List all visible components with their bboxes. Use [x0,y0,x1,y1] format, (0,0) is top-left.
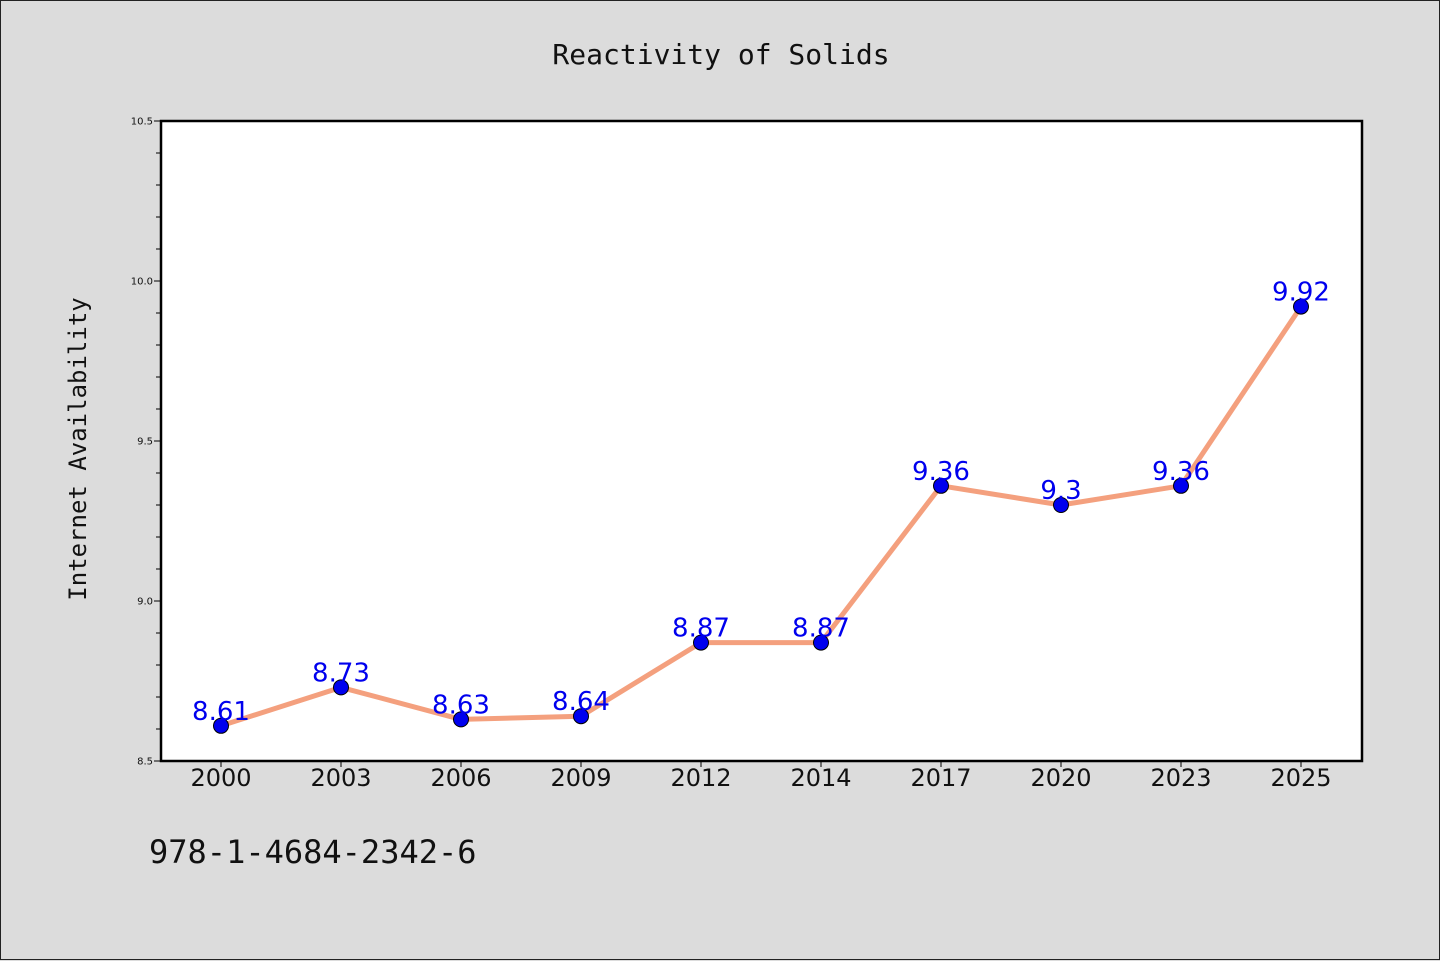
y-tick-label: 10.0 [131,277,153,288]
series-line-segment [1058,483,1184,508]
x-tick-label: 2006 [430,764,491,792]
data-point [333,679,349,696]
series-line-segment [938,483,1064,508]
y-tick-label: 9.0 [137,597,153,608]
x-tick-label: 2025 [1270,764,1331,792]
series-markers-group [213,298,1309,734]
series-line-segment [338,684,464,722]
data-point [693,634,709,651]
series-line-segment [1178,304,1304,489]
x-tick-label: 2014 [790,764,851,792]
data-label: 9.92 [1272,278,1330,308]
data-point [813,634,829,651]
plot-area [159,119,1364,763]
series-line-segment [458,713,584,722]
x-tick-label: 2000 [190,764,251,792]
data-point [1293,298,1309,315]
data-label: 8.61 [192,697,250,727]
series-line-segment [818,483,944,646]
chart-title: Reactivity of Solids [552,38,889,71]
y-tick-label: 9.5 [137,437,153,448]
data-label: 8.63 [432,690,490,720]
y-tick-label: 10.5 [131,117,153,128]
series-line-segment [578,640,704,719]
data-label: 9.36 [1152,457,1210,487]
data-label: 8.87 [672,614,730,644]
y-tick-label: 8.5 [137,757,153,768]
data-labels-group: 8.61 8.73 8.63 8.64 8.87 8.87 9.36 9.3 9.36 9.92 [192,278,1330,727]
footer-code: 978-1-4684-2342-6 [149,833,477,871]
data-point [933,477,949,494]
x-tick-label: 2017 [910,764,971,792]
data-label: 8.64 [552,687,610,717]
series-line-group [218,304,1304,729]
series-line-segment [218,684,344,729]
x-axis: 2000 2003 2006 2009 2012 2014 2017 2020 2023 2025 [190,761,1332,792]
data-point [573,708,589,725]
x-tick-label: 2003 [310,764,371,792]
data-label: 8.87 [792,614,850,644]
data-label: 9.36 [912,457,970,487]
x-tick-label: 2012 [670,764,731,792]
x-tick-label: 2023 [1150,764,1211,792]
x-tick-label: 2020 [1030,764,1091,792]
x-tick-label: 2009 [550,764,611,792]
y-minor-ticks [156,152,161,730]
data-point [1053,497,1069,513]
y-axis: 8.5 9.0 9.5 10.0 10.5 [131,117,161,768]
y-axis-label: Internet Availability [64,297,92,600]
data-point [213,717,229,734]
data-point [1173,477,1189,494]
data-label: 9.3 [1040,476,1081,506]
data-label: 8.73 [312,658,370,688]
data-point [453,711,469,728]
